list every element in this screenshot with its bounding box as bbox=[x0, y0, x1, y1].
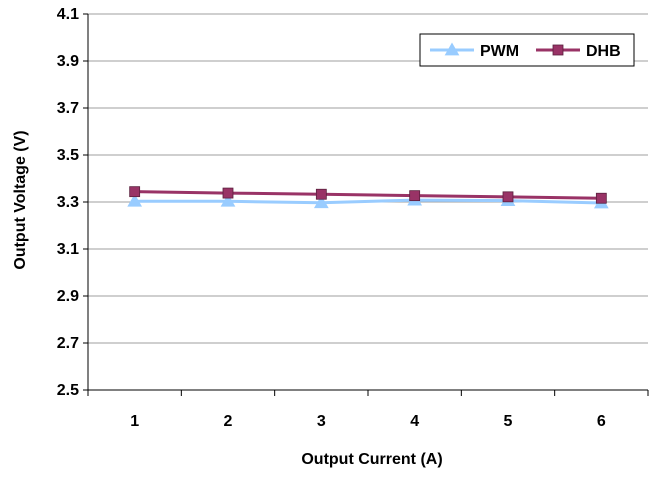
y-tick-label: 3.9 bbox=[57, 53, 79, 70]
data-point-dhb bbox=[222, 187, 234, 199]
legend: PWM DHB bbox=[419, 33, 635, 67]
legend-label: PWM bbox=[480, 43, 519, 60]
series-lines bbox=[127, 186, 609, 209]
x-tick-label: 2 bbox=[224, 413, 233, 430]
series-dhb bbox=[129, 186, 607, 204]
y-tick-label: 3.1 bbox=[57, 241, 79, 258]
data-point-pwm bbox=[313, 195, 329, 209]
data-point-pwm bbox=[220, 193, 236, 207]
data-point-pwm bbox=[127, 193, 143, 207]
legend-label: DHB bbox=[586, 43, 621, 60]
y-tick-label: 3.3 bbox=[57, 194, 79, 211]
y-tick-label: 2.7 bbox=[57, 335, 79, 352]
data-point-dhb bbox=[409, 190, 421, 202]
data-point-dhb bbox=[315, 188, 327, 200]
x-tick-label: 1 bbox=[130, 413, 139, 430]
y-tick-label: 3.7 bbox=[57, 100, 79, 117]
series-line-dhb bbox=[134, 190, 602, 200]
x-tick-label: 3 bbox=[317, 413, 326, 430]
series-line-pwm bbox=[134, 198, 602, 205]
y-axis-title: Output Voltage (V) bbox=[12, 130, 29, 269]
axes bbox=[83, 13, 649, 396]
y-tick-label: 3.5 bbox=[57, 147, 79, 164]
y-tick-label: 2.5 bbox=[57, 382, 79, 399]
data-point-dhb bbox=[129, 186, 141, 198]
x-axis-title: Output Current (A) bbox=[301, 451, 442, 468]
data-point-dhb bbox=[502, 191, 514, 203]
x-tick-label: 5 bbox=[504, 413, 513, 430]
x-tick-label: 6 bbox=[597, 413, 606, 430]
x-tick-label: 4 bbox=[410, 413, 419, 430]
legend-marker bbox=[552, 44, 564, 56]
data-point-dhb bbox=[595, 192, 607, 204]
y-tick-label: 2.9 bbox=[57, 288, 79, 305]
y-tick-label: 4.1 bbox=[57, 6, 79, 23]
legend-marker bbox=[444, 42, 460, 56]
tick-labels: 2.5 2.7 2.9 3.1 3.3 3.5 3.7 3.9 4.1 1 2 3 4 5 6 bbox=[57, 6, 606, 430]
